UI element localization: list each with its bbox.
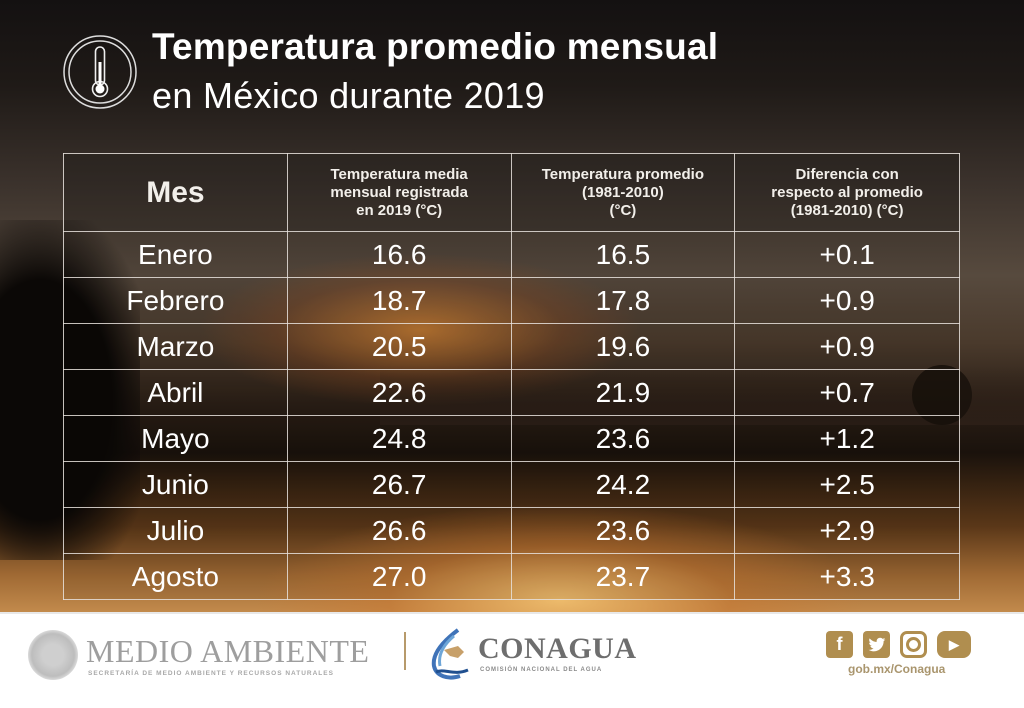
- logo-divider: [404, 632, 406, 670]
- semarnat-title: MEDIO AMBIENTE: [86, 633, 370, 669]
- cell-diferencia: +0.9: [734, 277, 960, 324]
- footer: MEDIO AMBIENTE SECRETARÍA DE MEDIO AMBIE…: [0, 612, 1024, 708]
- cell-diferencia: +2.5: [734, 461, 960, 508]
- twitter-icon[interactable]: [863, 631, 890, 658]
- table-row: Abril 22.6 21.9 +0.7: [63, 369, 960, 416]
- table-row: Marzo 20.5 19.6 +0.9: [63, 323, 960, 370]
- header-text: Diferencia con: [795, 165, 899, 183]
- website-link[interactable]: gob.mx/Conagua: [848, 662, 946, 676]
- header-text: Mes: [146, 175, 205, 209]
- cell-temp-promedio: 16.5: [510, 231, 736, 278]
- cell-mes: Julio: [63, 507, 288, 554]
- cell-temp-promedio: 23.6: [510, 507, 736, 554]
- header-text: (°C): [609, 201, 637, 219]
- table-row: Julio 26.6 23.6 +2.9: [63, 507, 960, 554]
- cell-temp-2019: 18.7: [286, 277, 512, 324]
- cell-temp-2019: 16.6: [286, 231, 512, 278]
- cell-temp-2019: 26.7: [286, 461, 512, 508]
- cell-temp-2019: 27.0: [286, 553, 512, 600]
- cell-temp-promedio: 23.7: [510, 553, 736, 600]
- cell-temp-promedio: 23.6: [510, 415, 736, 462]
- page-subtitle: en México durante 2019: [152, 75, 545, 116]
- column-header-diferencia: Diferencia con respecto al promedio (198…: [734, 153, 960, 232]
- cell-temp-2019: 22.6: [286, 369, 512, 416]
- column-header-temp-2019: Temperatura media mensual registrada en …: [286, 153, 512, 232]
- table-row: Agosto 27.0 23.7 +3.3: [63, 553, 960, 600]
- cell-temp-2019: 24.8: [286, 415, 512, 462]
- table-header-row: Mes Temperatura media mensual registrada…: [63, 153, 960, 232]
- header-text: en 2019 (°C): [356, 201, 443, 219]
- header-text: Temperatura promedio: [541, 165, 705, 183]
- cell-mes: Mayo: [63, 415, 288, 462]
- header-text: (1981-2010): [582, 183, 664, 201]
- cell-diferencia: +2.9: [734, 507, 960, 554]
- table-row: Junio 26.7 24.2 +2.5: [63, 461, 960, 508]
- column-header-temp-promedio: Temperatura promedio (1981-2010) (°C): [510, 153, 736, 232]
- conagua-subtitle: COMISIÓN NACIONAL DEL AGUA: [480, 667, 603, 673]
- header-text: respecto al promedio: [771, 183, 923, 201]
- table-row: Febrero 18.7 17.8 +0.9: [63, 277, 960, 324]
- cell-temp-promedio: 17.8: [510, 277, 736, 324]
- background-photo: Temperatura promedio mensual en México d…: [0, 0, 1024, 612]
- social-links: f ▶: [826, 631, 971, 658]
- cell-mes: Agosto: [63, 553, 288, 600]
- cell-diferencia: +3.3: [734, 553, 960, 600]
- page-title: Temperatura promedio mensual: [152, 26, 719, 67]
- cell-mes: Abril: [63, 369, 288, 416]
- cell-mes: Junio: [63, 461, 288, 508]
- cell-diferencia: +1.2: [734, 415, 960, 462]
- conagua-drop-icon: [431, 628, 469, 680]
- cell-mes: Febrero: [63, 277, 288, 324]
- cell-mes: Marzo: [63, 323, 288, 370]
- mexico-seal-icon: [28, 630, 78, 680]
- conagua-title: CONAGUA: [478, 632, 637, 665]
- cell-diferencia: +0.9: [734, 323, 960, 370]
- youtube-icon[interactable]: ▶: [937, 631, 971, 658]
- cell-diferencia: +0.7: [734, 369, 960, 416]
- cell-diferencia: +0.1: [734, 231, 960, 278]
- column-header-mes: Mes: [63, 153, 288, 232]
- thermometer-icon: [63, 35, 137, 109]
- table-row: Mayo 24.8 23.6 +1.2: [63, 415, 960, 462]
- cell-temp-2019: 20.5: [286, 323, 512, 370]
- facebook-icon[interactable]: f: [826, 631, 853, 658]
- cell-temp-promedio: 21.9: [510, 369, 736, 416]
- table-row: Enero 16.6 16.5 +0.1: [63, 231, 960, 278]
- header-text: mensual registrada: [330, 183, 468, 201]
- instagram-icon[interactable]: [900, 631, 927, 658]
- cell-temp-promedio: 24.2: [510, 461, 736, 508]
- cell-temp-promedio: 19.6: [510, 323, 736, 370]
- temperature-table: Mes Temperatura media mensual registrada…: [63, 153, 960, 600]
- header-text: (1981-2010) (°C): [790, 201, 904, 219]
- semarnat-subtitle: SECRETARÍA DE MEDIO AMBIENTE Y RECURSOS …: [88, 670, 334, 677]
- header-text: Temperatura media: [330, 165, 468, 183]
- cell-mes: Enero: [63, 231, 288, 278]
- cell-temp-2019: 26.6: [286, 507, 512, 554]
